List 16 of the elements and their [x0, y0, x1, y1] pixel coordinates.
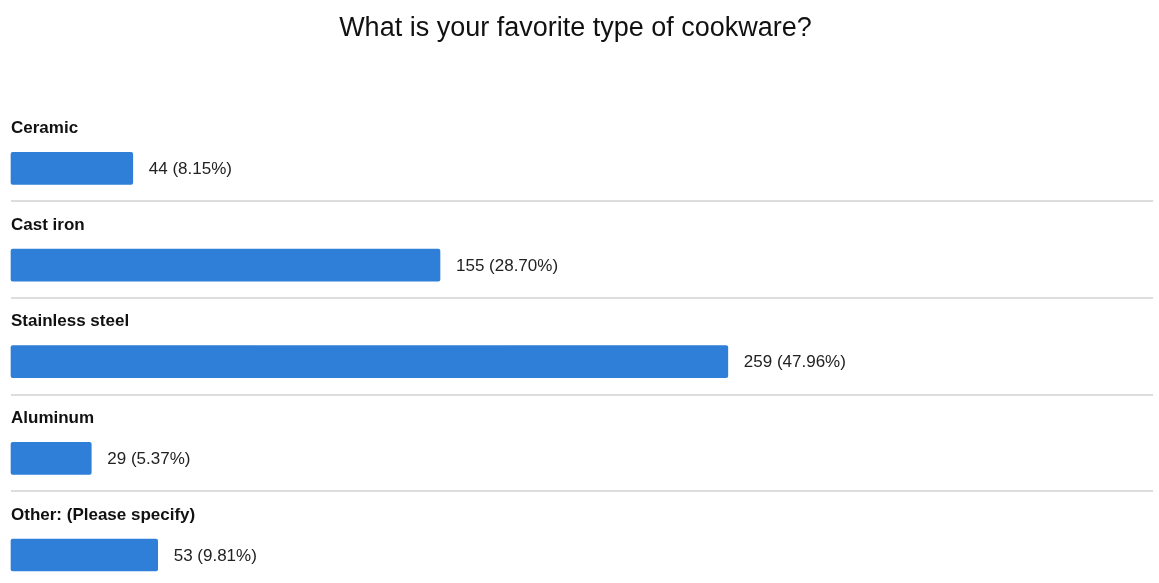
y-tick-label: Aluminum [11, 408, 95, 428]
chart-title: What is your favorite type of cookware? [339, 11, 812, 42]
y-tick-label: Cast iron [11, 214, 85, 234]
y-tick-label: Other: (Please specify) [11, 504, 196, 524]
data-label: 44 (8.15%) [148, 159, 232, 179]
data-label: 259 (47.96%) [743, 352, 846, 372]
bar [10, 538, 159, 572]
bar [10, 248, 441, 282]
data-label: 29 (5.37%) [107, 449, 191, 469]
bar [10, 345, 729, 379]
data-label: 53 (9.81%) [173, 545, 257, 565]
bar [10, 442, 92, 475]
bar [10, 152, 134, 185]
y-tick-label: Stainless steel [11, 311, 130, 331]
y-tick-label: Ceramic [11, 118, 79, 138]
data-label: 155 (28.70%) [455, 255, 559, 275]
